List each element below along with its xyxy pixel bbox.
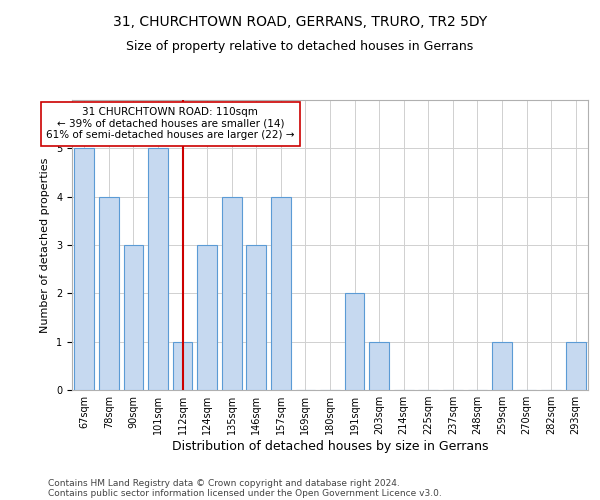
Text: 31 CHURCHTOWN ROAD: 110sqm
← 39% of detached houses are smaller (14)
61% of semi: 31 CHURCHTOWN ROAD: 110sqm ← 39% of deta… — [46, 108, 295, 140]
Bar — [271, 196, 290, 390]
Text: 31, CHURCHTOWN ROAD, GERRANS, TRURO, TR2 5DY: 31, CHURCHTOWN ROAD, GERRANS, TRURO, TR2… — [113, 15, 487, 29]
Bar — [197, 245, 217, 390]
Bar — [370, 342, 389, 390]
X-axis label: Distribution of detached houses by size in Gerrans: Distribution of detached houses by size … — [172, 440, 488, 453]
Bar — [173, 342, 193, 390]
Bar — [148, 148, 168, 390]
Bar — [74, 148, 94, 390]
Bar — [222, 196, 242, 390]
Bar — [492, 342, 512, 390]
Bar — [99, 196, 119, 390]
Text: Contains HM Land Registry data © Crown copyright and database right 2024.: Contains HM Land Registry data © Crown c… — [48, 478, 400, 488]
Text: Contains public sector information licensed under the Open Government Licence v3: Contains public sector information licen… — [48, 488, 442, 498]
Bar — [247, 245, 266, 390]
Text: Size of property relative to detached houses in Gerrans: Size of property relative to detached ho… — [127, 40, 473, 53]
Bar — [566, 342, 586, 390]
Bar — [124, 245, 143, 390]
Y-axis label: Number of detached properties: Number of detached properties — [40, 158, 50, 332]
Bar — [345, 294, 364, 390]
